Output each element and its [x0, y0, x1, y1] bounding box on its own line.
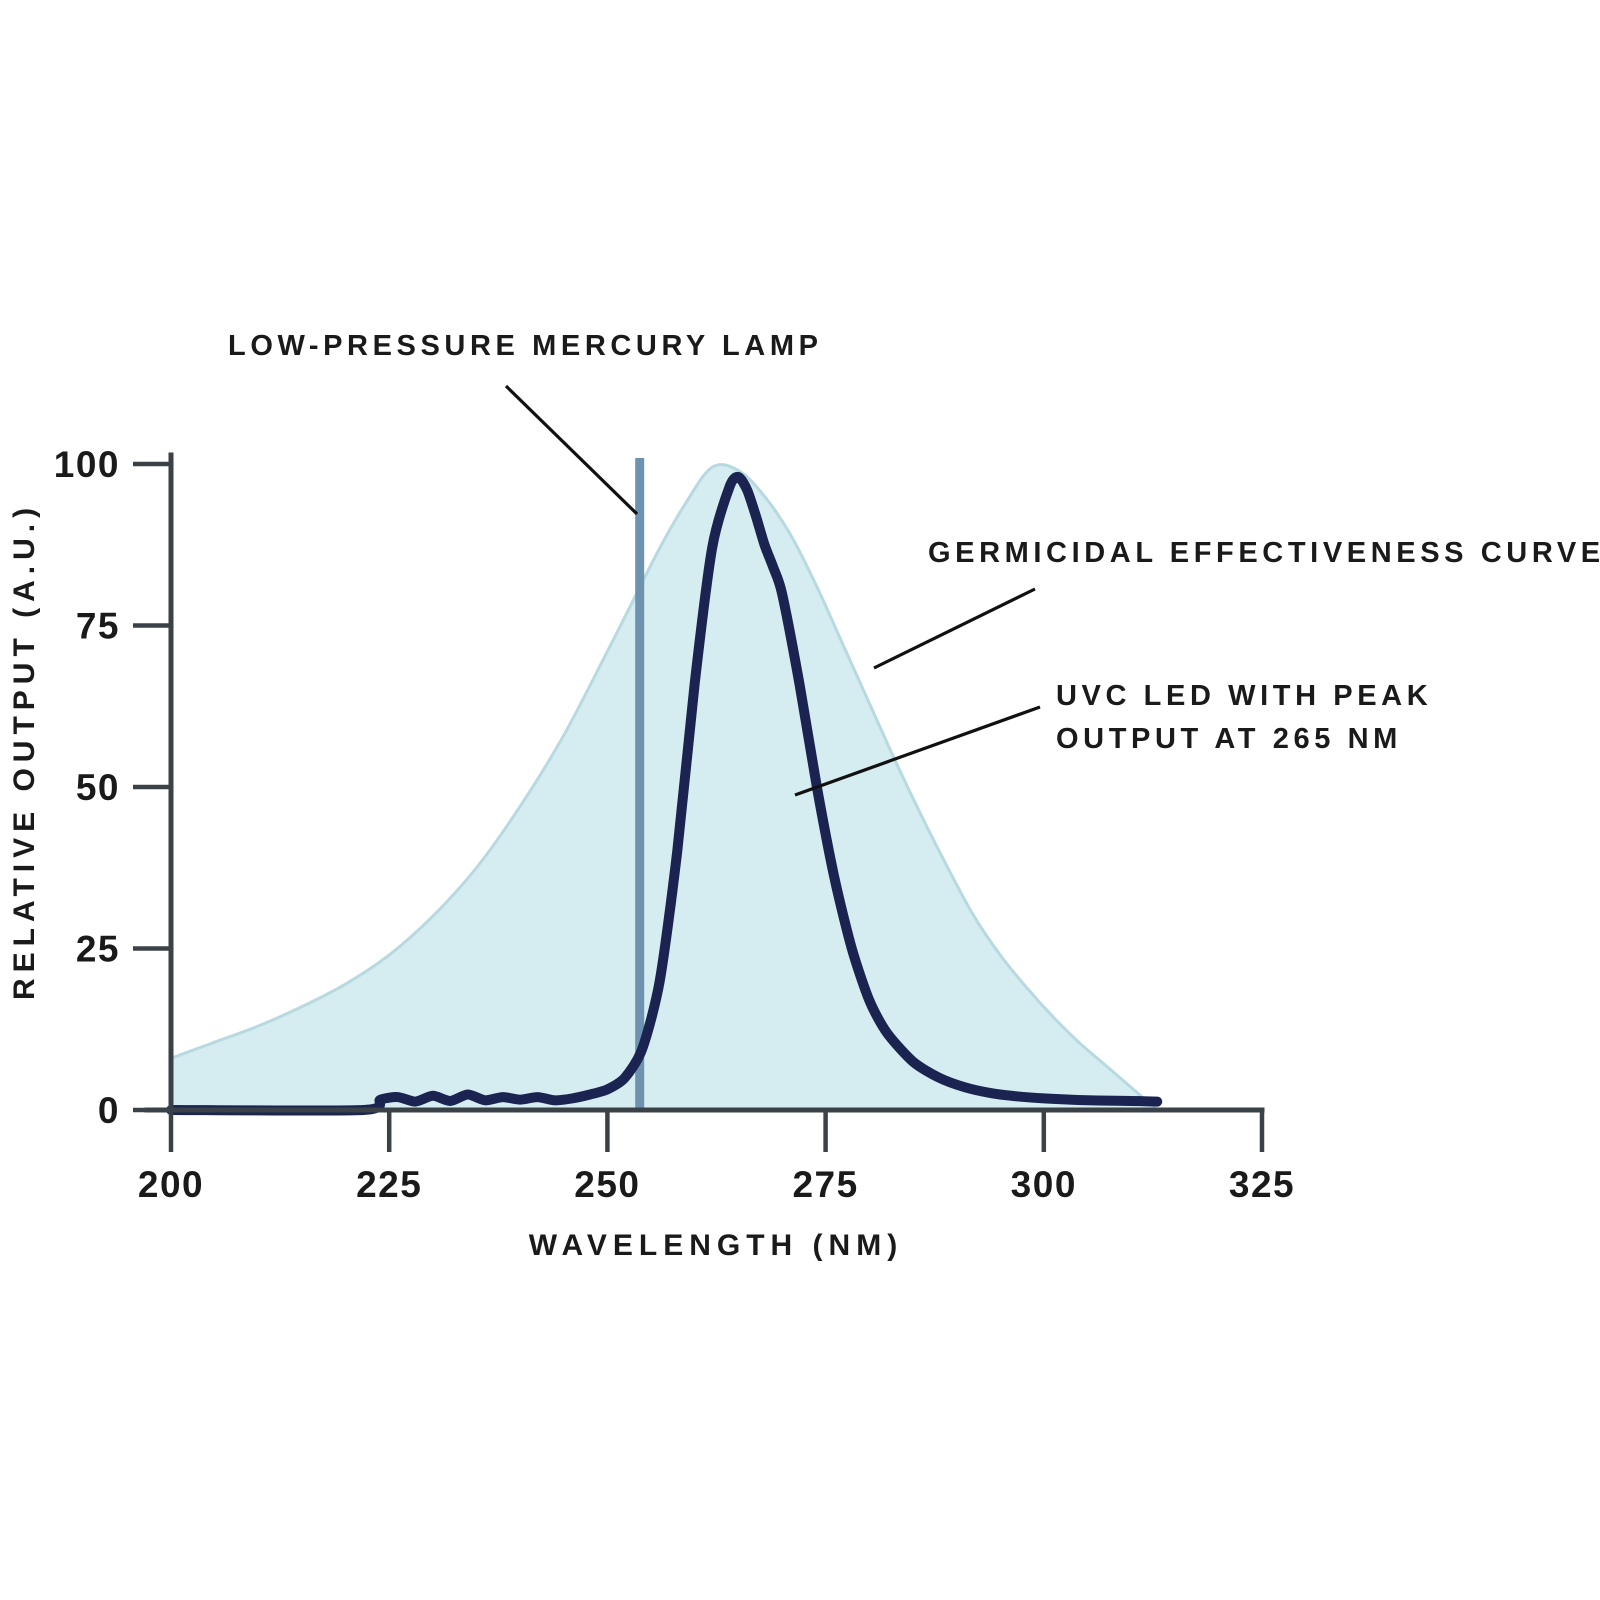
x-tick-label-300: 300: [1011, 1164, 1077, 1205]
annotation-uvc-led-label-line2: OUTPUT AT 265 NM: [1056, 723, 1402, 755]
y-tick-label-75: 75: [76, 606, 120, 647]
y-axis-ticks: [133, 461, 171, 1113]
x-axis-tick-labels: 200 225 250 275 300 325: [138, 1164, 1295, 1205]
uvc-led-curve: [166, 471, 1163, 1116]
x-axis-title: WAVELENGTH (NM): [529, 1229, 903, 1262]
annotation-germicidal-curve-leader: [873, 587, 1036, 670]
chart-axes: [133, 452, 1265, 1152]
germicidal-effectiveness-area: [170, 463, 1159, 1112]
x-tick-label-225: 225: [356, 1164, 422, 1205]
annotation-mercury-lamp-leader: [504, 384, 639, 516]
y-axis-tick-labels: 0 25 50 75 100: [54, 444, 120, 1131]
y-tick-label-0: 0: [98, 1090, 120, 1131]
annotation-uvc-led-label-line1: UVC LED WITH PEAK: [1056, 680, 1432, 712]
x-tick-label-250: 250: [574, 1164, 640, 1205]
x-tick-label-200: 200: [138, 1164, 204, 1205]
x-tick-label-325: 325: [1229, 1164, 1295, 1205]
y-tick-label-100: 100: [54, 444, 120, 485]
x-tick-label-275: 275: [792, 1164, 858, 1205]
x-axis-ticks: [168, 1110, 1265, 1152]
annotation-mercury-lamp: LOW-PRESSURE MERCURY LAMP: [228, 330, 823, 516]
annotation-uvc-led-leader: [794, 705, 1041, 797]
y-axis-title: RELATIVE OUTPUT (A.U.): [8, 502, 41, 1000]
annotation-germicidal-curve: GERMICIDAL EFFECTIVENESS CURVE: [873, 537, 1600, 670]
y-tick-label-25: 25: [76, 929, 120, 970]
y-tick-label-50: 50: [76, 767, 120, 808]
annotation-mercury-lamp-label: LOW-PRESSURE MERCURY LAMP: [228, 330, 823, 362]
annotation-uvc-led: UVC LED WITH PEAK OUTPUT AT 265 NM: [794, 680, 1432, 797]
annotation-germicidal-curve-label: GERMICIDAL EFFECTIVENESS CURVE: [928, 537, 1600, 569]
